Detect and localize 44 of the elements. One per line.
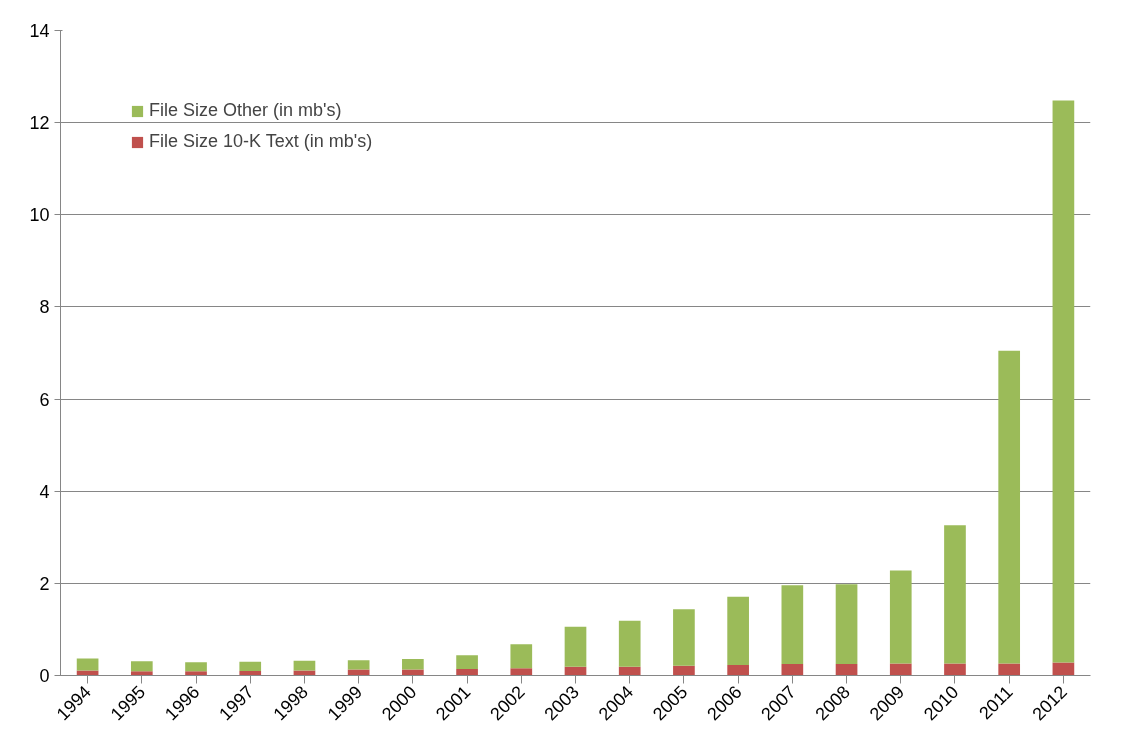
bar	[835, 584, 858, 664]
bar	[618, 620, 641, 667]
bar	[76, 658, 99, 671]
bar	[889, 570, 912, 664]
bar	[998, 350, 1021, 664]
bar	[130, 661, 153, 672]
bar	[510, 668, 533, 676]
legend-label: File Size Other (in mb's)	[149, 100, 342, 121]
bar	[347, 660, 370, 670]
y-tick-label: 14	[29, 21, 50, 41]
bar	[564, 626, 587, 667]
bar	[456, 655, 478, 670]
bar	[781, 585, 804, 664]
y-tick-label: 10	[29, 205, 50, 226]
bar	[185, 662, 207, 672]
bar	[727, 664, 749, 676]
bar	[944, 663, 966, 676]
bar	[510, 644, 533, 669]
bar	[1052, 100, 1075, 663]
bar	[781, 663, 804, 676]
bar	[727, 596, 749, 665]
y-tick-label: 12	[29, 113, 50, 134]
bar	[998, 663, 1021, 676]
bar	[293, 660, 316, 671]
bar	[944, 525, 966, 664]
bar	[673, 609, 695, 666]
bar	[889, 663, 912, 676]
bar	[185, 671, 207, 676]
bar	[673, 665, 695, 676]
y-tick-label: 4	[39, 481, 50, 502]
bar	[76, 670, 99, 676]
bar	[239, 661, 262, 671]
bar	[835, 663, 858, 676]
y-tick-label: 6	[39, 389, 50, 410]
bar	[618, 666, 641, 676]
legend-label: File Size 10-K Text (in mb's)	[149, 131, 373, 152]
bar	[456, 669, 478, 676]
bar	[402, 658, 424, 670]
bar	[1052, 662, 1075, 676]
bar	[130, 671, 153, 676]
y-tick-label: 0	[39, 666, 50, 686]
y-tick-label: 8	[39, 297, 50, 318]
bar	[293, 670, 316, 676]
y-tick-label: 2	[39, 573, 50, 594]
